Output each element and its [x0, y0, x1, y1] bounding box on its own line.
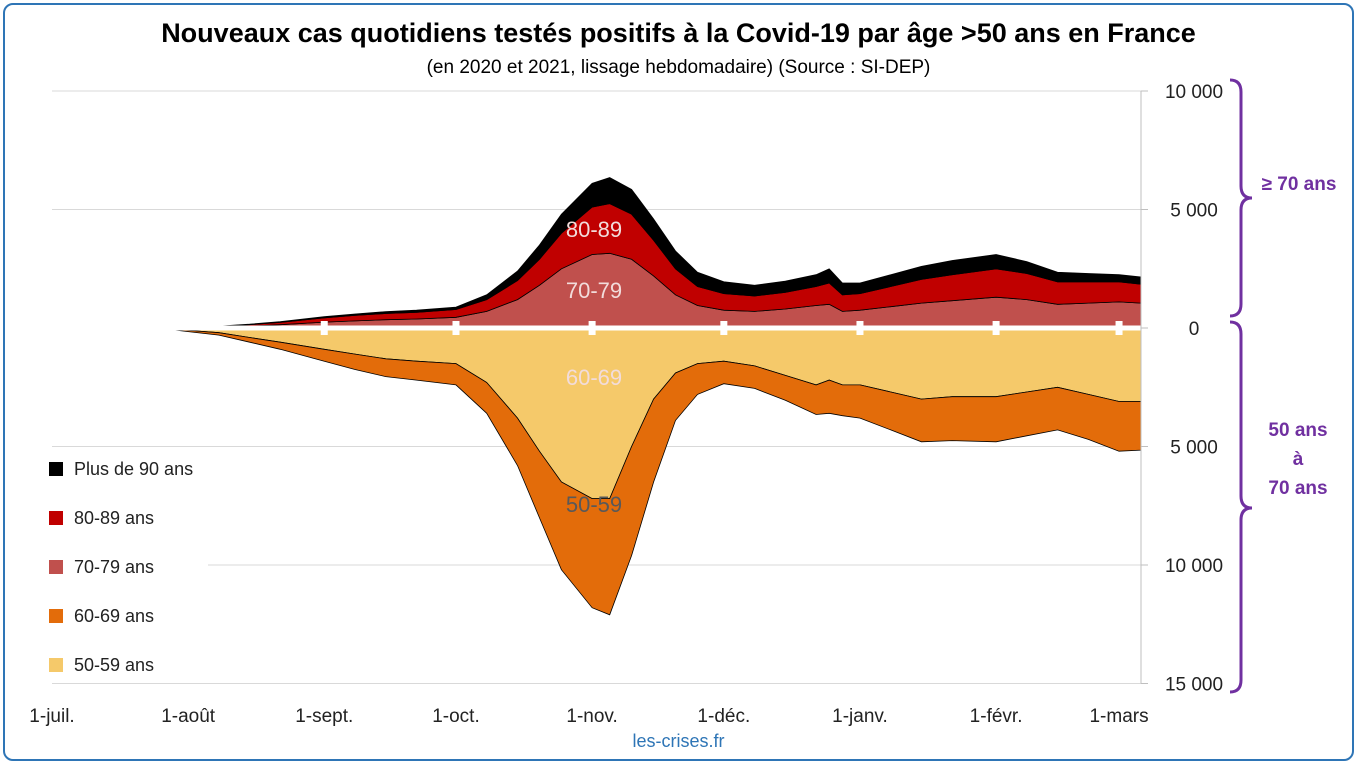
legend: Plus de 90 ans 80-89 ans 70-79 ans 60-69 an…: [49, 459, 193, 675]
legend-label: 50-59 ans: [74, 655, 154, 675]
legend-label: Plus de 90 ans: [74, 459, 193, 479]
x-tick-label: 1-juil.: [29, 706, 74, 727]
series-label: 50-59: [566, 492, 622, 517]
series-label: 70-79: [566, 278, 622, 303]
x-tick-label: 1-févr.: [970, 706, 1023, 727]
y-tick-label: 5 000: [1170, 438, 1218, 459]
x-tick-label: 1-mars: [1089, 706, 1148, 727]
brace-lower-label: 70 ans: [1268, 478, 1327, 499]
legend-label: 80-89 ans: [74, 508, 154, 528]
x-tick-label: 1-sept.: [295, 706, 353, 727]
x-tick-label: 1-nov.: [566, 706, 617, 727]
y-tick-label: 5 000: [1170, 201, 1218, 222]
area-series: [113, 177, 1142, 616]
x-tick-label: 1-oct.: [432, 706, 480, 727]
zero-axis-tick: [588, 321, 596, 335]
brace-upper: [1229, 78, 1253, 318]
x-tick-label: 1-janv.: [832, 706, 888, 727]
zero-axis-tick: [320, 321, 328, 335]
series-labels: 80-89 70-79 60-69 50-59: [566, 217, 622, 517]
age-braces: ≥ 70 ans 50 ans à 70 ans: [1229, 78, 1337, 694]
zero-axis-tick: [452, 321, 460, 335]
legend-swatch: [49, 511, 63, 525]
y-axis: 10 000 5 000 0 5 000 10 000 15 000: [1140, 82, 1223, 696]
zero-axis-tick: [720, 321, 728, 335]
x-tick-label: 1-août: [161, 706, 216, 727]
y-tick-label: 0: [1189, 319, 1200, 340]
y-tick-label: 10 000: [1165, 82, 1223, 103]
legend-label: 60-69 ans: [74, 606, 154, 626]
y-tick-label: 15 000: [1165, 675, 1223, 696]
legend-swatch: [49, 609, 63, 623]
legend-swatch: [49, 560, 63, 574]
zero-axis-tick: [856, 321, 864, 335]
source-watermark: les-crises.fr: [632, 731, 725, 751]
y-tick-label: 10 000: [1165, 556, 1223, 577]
chart-title: Nouveaux cas quotidiens testés positifs …: [161, 18, 1196, 48]
zero-axis: [87, 321, 1141, 335]
brace-lower-label: 50 ans: [1268, 420, 1327, 441]
series-label: 80-89: [566, 217, 622, 242]
zero-axis-tick: [992, 321, 1000, 335]
chart-subtitle: (en 2020 et 2021, lissage hebdomadaire) …: [426, 57, 931, 78]
series-label: 60-69: [566, 365, 622, 390]
brace-lower: [1229, 320, 1253, 694]
brace-upper-label: ≥ 70 ans: [1262, 174, 1337, 195]
x-tick-label: 1-déc.: [697, 706, 750, 727]
zero-axis-tick: [1115, 321, 1123, 335]
brace-lower-label: à: [1293, 449, 1304, 470]
legend-label: 70-79 ans: [74, 557, 154, 577]
x-axis: 1-juil. 1-août 1-sept. 1-oct. 1-nov. 1-déc. 1-…: [29, 706, 1148, 727]
legend-swatch: [49, 658, 63, 672]
legend-swatch: [49, 462, 63, 476]
